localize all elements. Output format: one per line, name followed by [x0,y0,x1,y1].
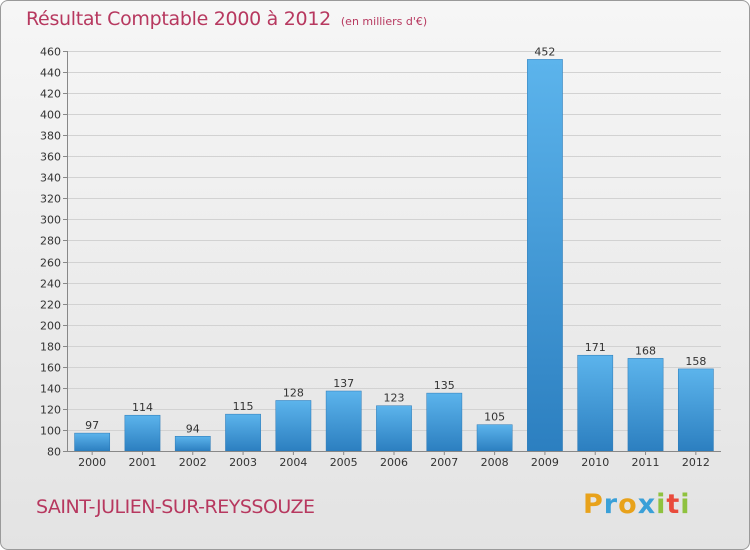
bar-value-label: 171 [585,341,606,354]
bar [527,59,563,452]
y-tick-label: 160 [40,362,61,375]
y-tick-label: 380 [40,130,61,143]
bar-value-label: 168 [635,344,656,357]
bar-value-label: 94 [186,422,200,435]
bar [376,405,412,452]
x-tick-label: 2006 [380,456,408,469]
logo-letter: x [637,489,657,520]
bar-value-label: 105 [484,411,505,424]
bar-value-label: 452 [534,45,555,58]
y-tick-label: 220 [40,299,61,312]
bar [426,392,463,452]
y-tick-label: 300 [40,214,61,227]
commune-name: SAINT-JULIEN-SUR-REYSSOUZE [36,496,315,518]
x-tick-label: 2007 [430,456,458,469]
x-tick-label: 2010 [581,456,609,469]
x-tick-label: 2008 [481,456,509,469]
bar [124,414,161,452]
bar [74,432,111,452]
y-tick-label: 340 [40,172,61,185]
logo-letter: o [618,489,638,520]
bar [677,368,714,452]
bar-value-label: 135 [434,379,455,392]
bar [275,400,312,452]
proxiti-logo: Proxiti [583,489,691,520]
y-tick-label: 360 [40,151,61,164]
y-tick-label: 420 [40,88,61,101]
x-tick-label: 2012 [682,456,710,469]
x-tick-label: 2000 [78,456,106,469]
logo-letter: i [656,489,667,520]
chart-title-block: Résultat Comptable 2000 à 2012 (en millie… [26,8,427,30]
y-tick-label: 400 [40,109,61,122]
y-tick-label: 180 [40,341,61,354]
bar-value-label: 137 [333,377,354,390]
y-tick-label: 140 [40,383,61,396]
y-tick-label: 80 [47,446,61,459]
x-tick-label: 2002 [179,456,207,469]
logo-letter: t [666,489,681,520]
bar [325,390,362,452]
bar-value-label: 114 [132,401,153,414]
x-tick-label: 2011 [632,456,660,469]
bar [225,413,261,452]
y-tick-label: 120 [40,404,61,417]
bar [476,424,513,452]
y-tick-label: 200 [40,320,61,333]
y-tick-label: 320 [40,193,61,206]
bar [174,436,211,452]
y-tick-label: 280 [40,235,61,248]
bar [627,358,664,452]
y-tick-label: 100 [40,425,61,438]
bar [577,354,614,452]
bar-value-label: 115 [233,400,254,413]
x-tick-label: 2009 [531,456,559,469]
logo-letter: i [680,489,691,520]
chart-title: Résultat Comptable 2000 à 2012 [26,8,331,30]
y-tick-label: 440 [40,67,61,80]
bar-value-label: 97 [85,419,99,432]
x-tick-label: 2003 [229,456,257,469]
logo-letter: P [583,489,604,520]
x-tick-label: 2004 [279,456,307,469]
y-tick-label: 460 [40,46,61,59]
bar-value-label: 128 [283,386,304,399]
chart-unit-note: (en milliers d'€) [340,15,428,28]
bar-value-label: 158 [685,355,706,368]
logo-letter: r [603,489,619,520]
y-tick-label: 260 [40,257,61,270]
x-tick-label: 2001 [128,456,156,469]
y-tick-label: 240 [40,278,61,291]
bar-value-label: 123 [384,392,405,405]
x-tick-label: 2005 [330,456,358,469]
